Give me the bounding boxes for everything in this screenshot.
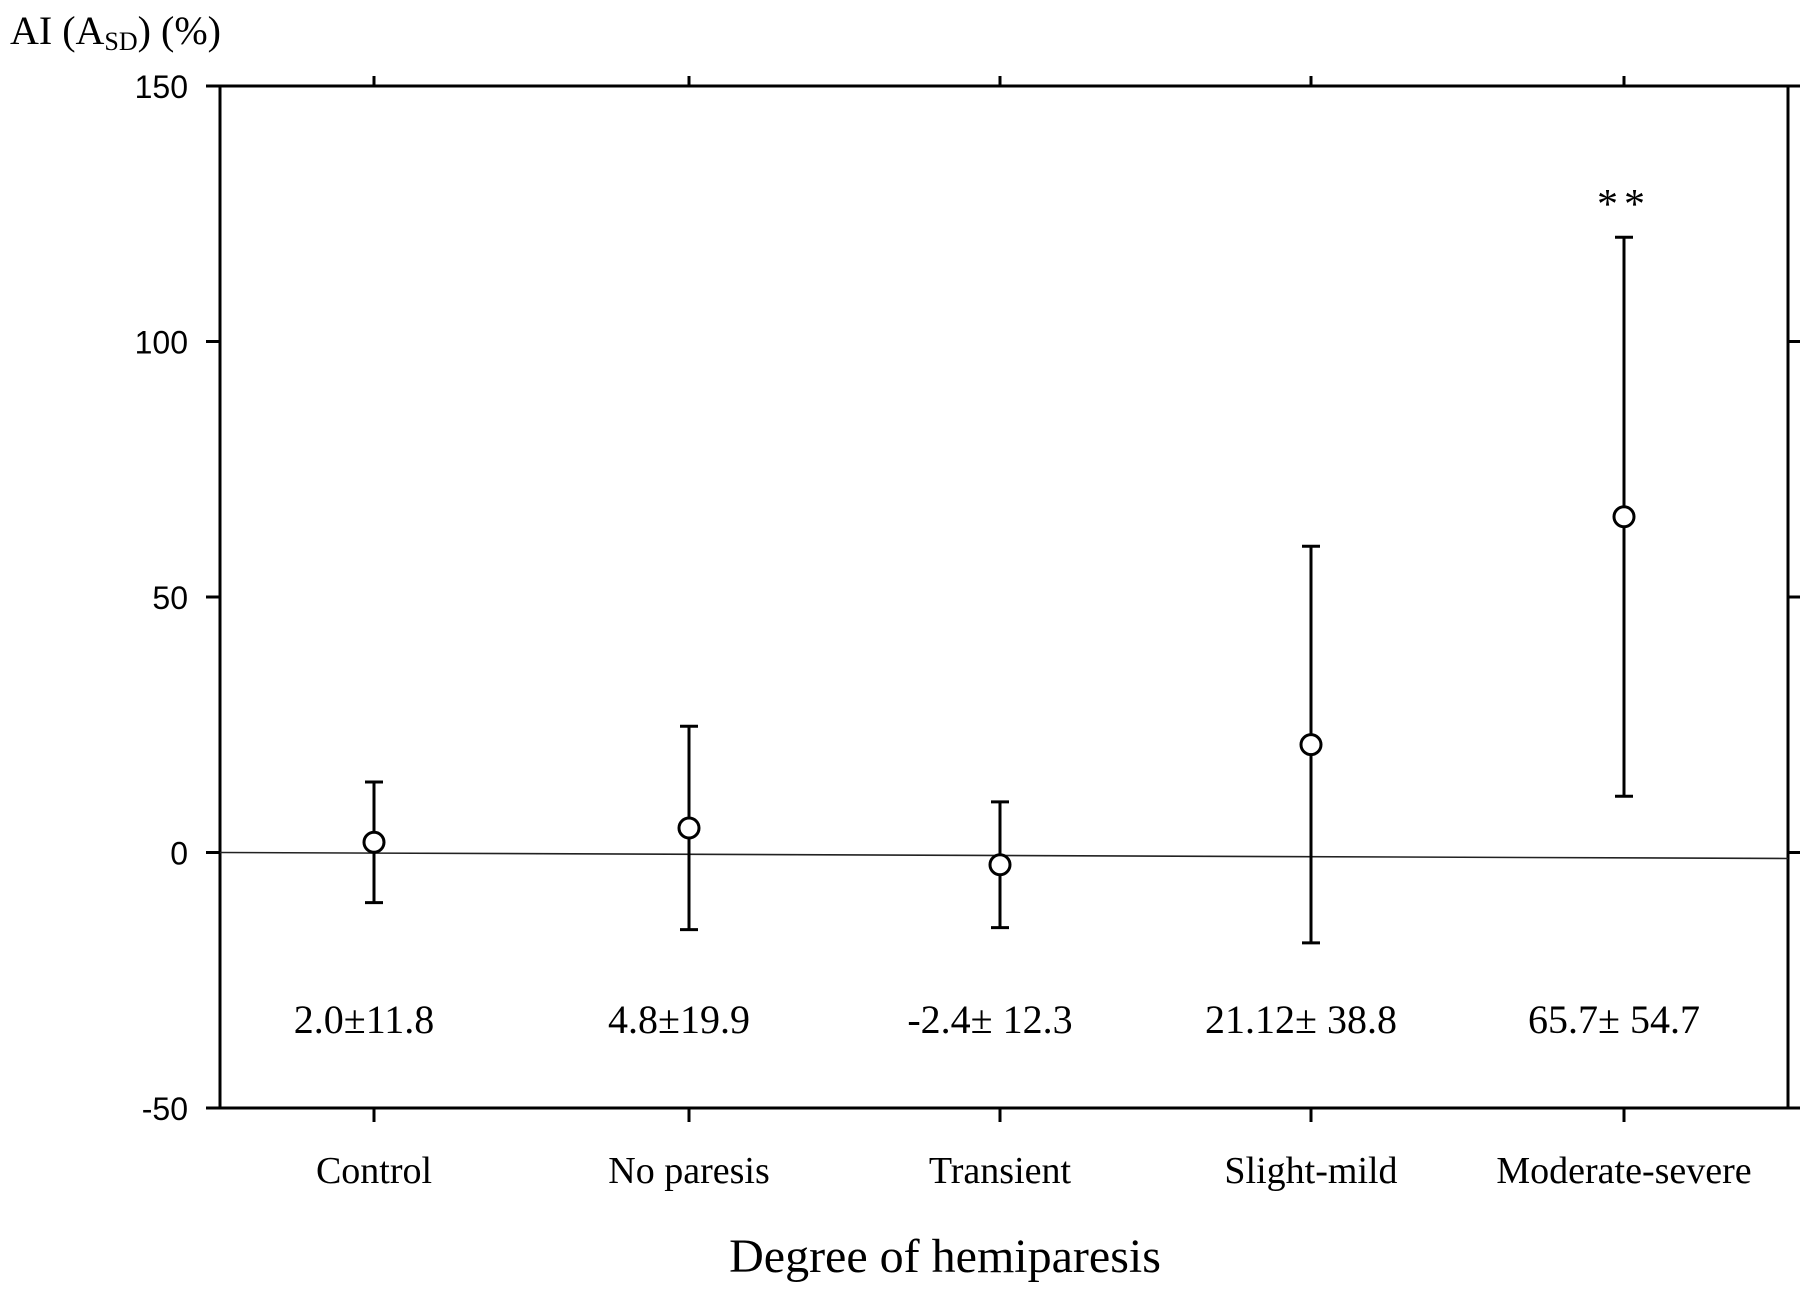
x-tick-label: Transient	[929, 1150, 1072, 1192]
x-tick-label: Slight-mild	[1224, 1150, 1397, 1192]
data-point	[1299, 733, 1323, 757]
data-point	[362, 830, 386, 854]
y-tick-label: 100	[135, 325, 188, 361]
y-tick-label: 50	[152, 580, 188, 616]
data-point	[1612, 505, 1636, 529]
x-tick-label: Moderate-severe	[1496, 1150, 1751, 1192]
y-tick-label: -50	[142, 1091, 188, 1127]
x-tick-label: Control	[316, 1150, 432, 1192]
y-axis-label-tail: ) (%)	[138, 8, 221, 53]
y-axis-label-main: AI (A	[10, 8, 105, 53]
plot-frame	[218, 84, 1790, 1110]
y-axis-label: AI (ASD) (%)	[10, 8, 221, 56]
y-tick-label: 0	[170, 836, 188, 872]
value-label: 2.0±11.8	[294, 997, 434, 1042]
data-point	[677, 816, 701, 840]
y-tick-label: 150	[135, 69, 188, 105]
value-label: 65.7± 54.7	[1528, 997, 1700, 1042]
x-tick-label: No paresis	[608, 1150, 769, 1192]
value-label: 4.8±19.9	[608, 997, 750, 1042]
value-label: -2.4± 12.3	[907, 997, 1072, 1042]
significance-marker: **	[1597, 182, 1651, 228]
y-axis-label-subscript: SD	[104, 27, 137, 56]
x-axis-label: Degree of hemiparesis	[729, 1230, 1161, 1283]
value-label: 21.12± 38.8	[1205, 997, 1397, 1042]
data-point	[988, 853, 1012, 877]
